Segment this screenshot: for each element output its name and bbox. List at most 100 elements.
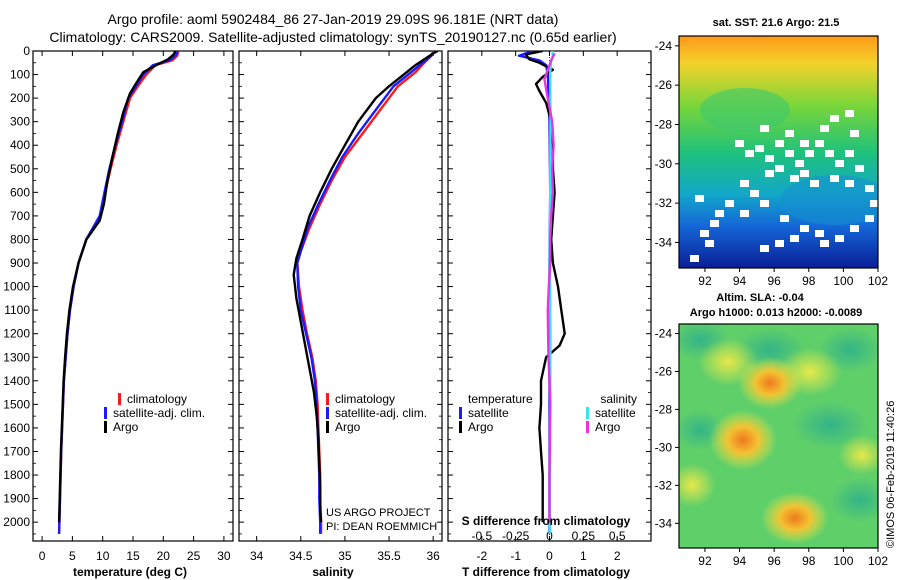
map-y-tick-label: -34	[655, 235, 673, 249]
difference-panel: -2 -1 0 1 2 -0.5 -0.25 0 0.25 0.5 T difference f…	[447, 50, 652, 579]
map-x-tick-label: 96	[767, 554, 781, 568]
sla-map-frame	[678, 323, 879, 549]
cloud-cell	[820, 240, 829, 247]
cloud-cell	[735, 140, 744, 147]
series-line-argo	[292, 51, 439, 523]
cloud-cell	[815, 230, 824, 237]
map-x-tick-label: 100	[833, 274, 853, 288]
map-y-tick-label: -34	[655, 516, 673, 530]
cloud-cell	[790, 175, 799, 182]
sla-high-blob	[761, 492, 829, 544]
cloud-cell	[785, 150, 794, 157]
salinity-panel-frame	[238, 50, 443, 542]
sst-map-title: sat. SST: 21.6 Argo: 21.5	[713, 17, 840, 29]
map-y-tick-label: -30	[655, 157, 673, 171]
cloud-mask	[690, 110, 878, 262]
x-tick-label: 2	[614, 549, 621, 563]
salinity-x-ticks: 34 34.5 35 35.5 36	[250, 51, 440, 563]
legend-title-salinity: salinity	[600, 392, 637, 406]
cloud-cell	[785, 130, 794, 137]
y-tick-label: 200	[10, 91, 30, 105]
cloud-cell	[725, 200, 734, 207]
y-tick-label: 1900	[3, 492, 30, 506]
map-y-tick-label: -28	[655, 402, 673, 416]
cloud-cell	[715, 210, 724, 217]
s-tick-label: 0.25	[572, 529, 596, 543]
x-tick-label: 36	[426, 549, 440, 563]
x-tick-label: -1	[510, 549, 521, 563]
map-y-tick-label: -24	[655, 39, 673, 53]
y-tick-label: 600	[10, 185, 30, 199]
cloud-cell	[755, 145, 764, 152]
figure-title-line1: Argo profile: aoml 5902484_86 27-Jan-201…	[108, 11, 559, 27]
map-x-tick-label: 102	[868, 554, 888, 568]
cloud-cell	[850, 130, 859, 137]
cloud-cell	[825, 150, 834, 157]
legend-label-t-satellite: satellite	[468, 406, 509, 420]
cloud-cell	[775, 140, 784, 147]
sla-low-blob	[792, 401, 868, 449]
legend-swatch-satellite	[104, 407, 107, 419]
map-y-tick-label: -32	[655, 196, 673, 210]
legend-swatch-t-satellite	[459, 407, 462, 419]
temperature-xlabel: temperature (deg C)	[73, 565, 187, 579]
cloud-cell	[745, 150, 754, 157]
map-x-tick-label: 92	[698, 274, 712, 288]
difference-s-ticks: -0.5 -0.25 0 0.25 0.5	[471, 529, 625, 543]
legend-swatch-argo	[104, 421, 107, 433]
temperature-panel-frame	[32, 50, 234, 542]
map-y-tick-label: -28	[655, 117, 673, 131]
cloud-cell	[865, 185, 874, 192]
sst-map-ticks: 92 94 96 98 100 102 -24 -26 -28 -30 -32 -34	[655, 39, 889, 288]
difference-y-ticks	[448, 50, 651, 535]
cloud-cell	[740, 180, 749, 187]
map-y-tick-label: -26	[655, 78, 673, 92]
imos-timestamp: ©IMOS 06-Feb-2019 11:40:26	[885, 401, 897, 548]
x-tick-label: 0	[546, 549, 553, 563]
sla-map-ticks: 92 94 96 98 100 102 -24 -26 -28 -30 -32 -34	[655, 326, 889, 568]
map-x-tick-label: 102	[868, 274, 888, 288]
legend-label-s-argo: Argo	[595, 420, 621, 434]
x-tick-label: -2	[476, 549, 487, 563]
cloud-cell	[870, 200, 878, 207]
y-tick-label: 700	[10, 209, 30, 223]
cloud-cell	[845, 110, 854, 117]
legend-title-temperature: temperature	[468, 392, 533, 406]
cloud-cell	[815, 140, 824, 147]
cloud-cell	[790, 235, 799, 242]
cloud-cell	[835, 235, 844, 242]
cloud-cell	[800, 225, 809, 232]
legend-label-satellite: satellite-adj. clim.	[335, 406, 427, 420]
x-tick-label: 15	[126, 549, 140, 563]
sst-green-patch	[700, 88, 790, 132]
cloud-cell	[765, 170, 774, 177]
sla-low-blob	[830, 478, 878, 522]
x-tick-label: 5	[69, 549, 76, 563]
cloud-cell	[845, 180, 854, 187]
y-tick-label: 1400	[3, 374, 30, 388]
difference-series	[517, 51, 566, 534]
cloud-cell	[795, 160, 804, 167]
legend-label-argo: Argo	[113, 420, 139, 434]
salinity-panel: 34 34.5 35 35.5 36 salinity climatology sate…	[238, 50, 443, 579]
cloud-cell	[865, 215, 874, 222]
series-line-argo	[57, 51, 177, 523]
salinity-legend: climatology satellite-adj. clim. Argo	[326, 392, 427, 434]
difference-legend: temperature satellite Argo salinity sate…	[459, 392, 637, 434]
temperature-x-ticks: 0 5 10 15 20 25 30	[39, 51, 231, 563]
sla-high-blob	[679, 463, 716, 507]
cloud-cell	[800, 140, 809, 147]
x-tick-label: 10	[96, 549, 110, 563]
cloud-cell	[695, 195, 704, 202]
legend-label-argo: Argo	[335, 420, 361, 434]
cloud-cell	[750, 190, 759, 197]
cloud-cell	[760, 245, 769, 252]
y-tick-label: 500	[10, 162, 30, 176]
map-y-tick-label: -30	[655, 440, 673, 454]
map-x-tick-label: 96	[767, 274, 781, 288]
series-line-s-argo	[543, 52, 556, 523]
y-tick-label: 1700	[3, 444, 30, 458]
cloud-cell	[855, 165, 864, 172]
credit-line2: PI: DEAN ROEMMICH	[326, 521, 437, 533]
y-tick-label: 1600	[3, 421, 30, 435]
